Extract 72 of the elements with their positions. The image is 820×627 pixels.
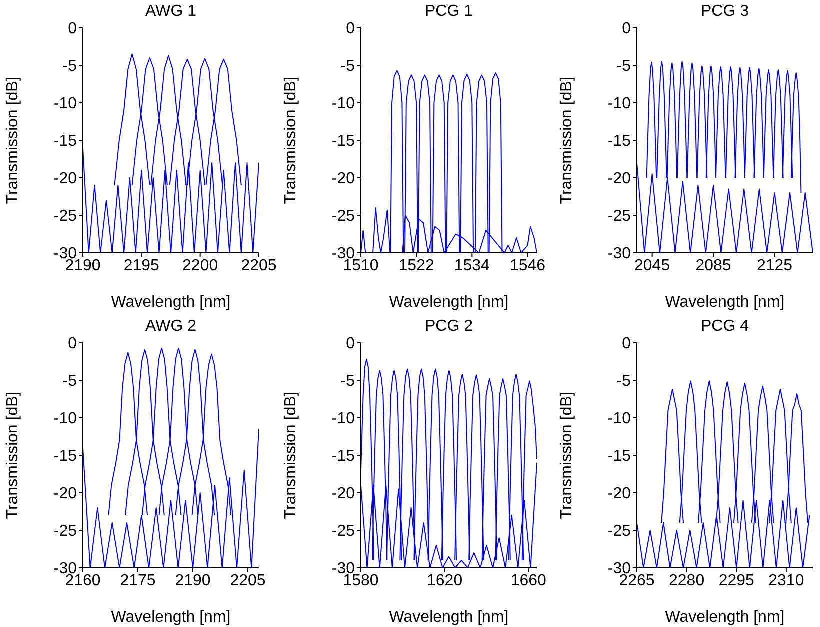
y-tick-label: 0: [622, 336, 632, 353]
y-tick-label: -20: [54, 170, 78, 188]
y-axis-title: Transmission [dB]: [558, 76, 576, 204]
y-tick-label: -10: [608, 410, 632, 428]
x-tick-label: 2295: [718, 572, 755, 590]
y-tick-label: -15: [54, 448, 78, 466]
y-tick-label: -10: [54, 410, 78, 428]
y-tick-label: 0: [346, 336, 356, 353]
y-tick-label: -5: [616, 373, 632, 390]
x-tick-label: 2200: [182, 257, 218, 274]
x-tick-label: 2045: [634, 257, 670, 274]
y-axis-title: Transmission [dB]: [4, 76, 22, 204]
y-tick-label: 0: [68, 336, 78, 353]
y-tick-label: -5: [62, 58, 78, 76]
x-tick-label: 1546: [510, 257, 546, 274]
y-tick-label: -30: [608, 246, 632, 263]
x-axis-title: Wavelength [nm]: [111, 294, 231, 311]
y-tick-label: -25: [332, 208, 356, 226]
y-tick-label: -10: [54, 96, 78, 113]
x-axis-title: Wavelength [nm]: [665, 294, 785, 311]
y-tick-label: -25: [608, 208, 632, 226]
x-tick-label: 2310: [768, 572, 804, 590]
y-tick-label: -15: [608, 448, 632, 466]
y-axis-title: Transmission [dB]: [4, 392, 22, 520]
y-tick-label: -15: [54, 133, 78, 150]
x-tick-label: 2280: [669, 572, 705, 590]
y-tick-label: -25: [608, 523, 632, 540]
y-tick-label: -20: [608, 170, 632, 188]
x-tick-label: 2175: [120, 572, 156, 590]
y-tick-label: -25: [54, 208, 78, 226]
x-tick-label: 1660: [510, 572, 547, 590]
y-tick-label: -20: [54, 486, 78, 503]
y-tick-label: -20: [608, 486, 632, 503]
y-tick-label: -20: [332, 486, 356, 503]
y-tick-label: -5: [616, 58, 632, 76]
x-tick-label: 2195: [124, 257, 160, 274]
y-tick-label: 0: [68, 20, 78, 38]
x-tick-label: 2125: [756, 257, 793, 274]
y-tick-label: -10: [608, 96, 632, 113]
chart-title: AWG 1: [144, 3, 198, 21]
x-axis-title: Wavelength [nm]: [665, 609, 785, 626]
y-tick-label: 0: [346, 20, 356, 38]
chart-title: PCG 1: [424, 3, 474, 21]
x-tick-label: 2205: [241, 257, 277, 274]
x-axis-title: Wavelength [nm]: [111, 609, 231, 626]
y-tick-label: -10: [332, 96, 356, 113]
x-tick-label: 2190: [175, 572, 211, 590]
y-tick-label: -10: [332, 410, 356, 428]
chart-title: PCG 2: [424, 318, 474, 336]
y-tick-label: -15: [332, 133, 356, 150]
x-tick-label: 1620: [427, 572, 463, 590]
y-tick-label: -25: [332, 523, 356, 540]
x-tick-label: 2205: [230, 572, 266, 590]
y-axis-title: Transmission [dB]: [282, 76, 300, 204]
y-tick-label: -15: [608, 133, 632, 150]
x-axis-title: Wavelength [nm]: [389, 609, 509, 626]
chart-title: PCG 3: [700, 3, 750, 21]
x-tick-label: 2085: [696, 257, 732, 274]
y-tick-label: -5: [340, 58, 356, 76]
y-tick-label: 0: [622, 20, 632, 38]
y-tick-label: -25: [54, 523, 78, 540]
y-tick-label: -5: [62, 373, 78, 390]
y-axis-title: Transmission [dB]: [558, 392, 576, 520]
y-tick-label: -20: [332, 170, 356, 188]
x-tick-label: 1522: [398, 257, 434, 274]
chart-title: AWG 2: [144, 318, 198, 336]
y-tick-label: -5: [340, 373, 356, 390]
y-axis-title: Transmission [dB]: [282, 392, 300, 520]
x-tick-label: 1534: [454, 257, 490, 274]
y-tick-label: -15: [332, 448, 356, 466]
x-axis-title: Wavelength [nm]: [389, 294, 509, 311]
chart-title: PCG 4: [700, 318, 750, 336]
